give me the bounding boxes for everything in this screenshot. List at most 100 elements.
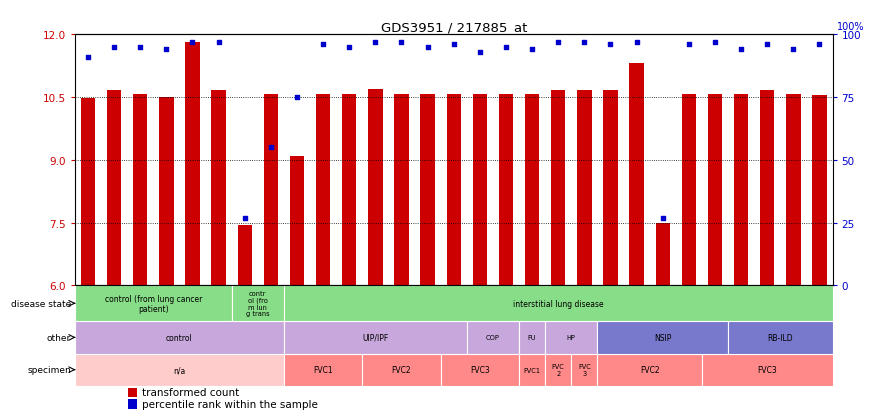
Bar — [211, 91, 226, 286]
Point — [368, 39, 382, 46]
Text: n/a: n/a — [174, 365, 186, 374]
Bar — [629, 64, 644, 286]
Point — [552, 39, 566, 46]
Bar — [597, 354, 702, 386]
Bar — [395, 95, 409, 286]
Text: FVC
3: FVC 3 — [578, 363, 591, 376]
Point — [499, 44, 513, 51]
Text: UIP/IPF: UIP/IPF — [362, 333, 389, 342]
Text: interstitial lung disease: interstitial lung disease — [513, 299, 603, 308]
Point — [630, 39, 644, 46]
Bar — [284, 321, 467, 354]
Title: GDS3951 / 217885_at: GDS3951 / 217885_at — [381, 21, 527, 34]
Point — [342, 44, 356, 51]
Text: RB-ILD: RB-ILD — [767, 333, 793, 342]
Bar — [545, 354, 571, 386]
Bar — [107, 90, 122, 286]
Point — [263, 145, 278, 151]
Bar — [81, 99, 95, 286]
Bar — [440, 354, 519, 386]
Bar — [812, 96, 826, 286]
Point — [577, 39, 591, 46]
Bar — [597, 321, 728, 354]
Bar — [760, 91, 774, 286]
Bar — [316, 95, 330, 286]
Bar — [734, 95, 748, 286]
Bar — [420, 95, 435, 286]
Point — [603, 42, 618, 48]
Point — [185, 39, 199, 46]
Point — [447, 42, 461, 48]
Bar — [342, 95, 357, 286]
Text: disease state: disease state — [11, 299, 71, 308]
Bar — [519, 354, 545, 386]
Bar — [525, 95, 539, 286]
Bar — [571, 354, 597, 386]
Point — [787, 47, 801, 53]
Point — [473, 49, 487, 56]
Text: FVC1: FVC1 — [314, 365, 333, 374]
Bar — [545, 321, 597, 354]
Point — [682, 42, 696, 48]
Text: FU: FU — [528, 335, 537, 341]
Bar — [786, 95, 801, 286]
Point — [708, 39, 722, 46]
Text: other: other — [47, 333, 71, 342]
Text: 100%: 100% — [837, 22, 864, 32]
Bar — [702, 354, 833, 386]
Bar — [499, 95, 513, 286]
Bar — [238, 225, 252, 286]
Text: FVC3: FVC3 — [470, 365, 490, 374]
Bar — [290, 157, 304, 286]
Point — [760, 42, 774, 48]
Bar — [472, 95, 487, 286]
Text: FVC2: FVC2 — [392, 365, 411, 374]
Bar — [75, 286, 232, 321]
Text: specimen: specimen — [27, 365, 71, 374]
Point — [107, 44, 121, 51]
Text: FVC
2: FVC 2 — [552, 363, 565, 376]
Bar — [519, 321, 545, 354]
Point — [525, 47, 539, 53]
Bar — [577, 91, 591, 286]
Bar — [368, 89, 382, 286]
Point — [395, 39, 409, 46]
Text: contr
ol (fro
m lun
g trans: contr ol (fro m lun g trans — [246, 291, 270, 316]
Text: NSIP: NSIP — [654, 333, 671, 342]
Bar — [232, 286, 284, 321]
Text: transformed count: transformed count — [142, 387, 239, 397]
Bar — [75, 321, 284, 354]
Point — [159, 47, 174, 53]
Text: COP: COP — [486, 335, 500, 341]
Point — [81, 55, 95, 61]
Bar — [728, 321, 833, 354]
Text: percentile rank within the sample: percentile rank within the sample — [142, 399, 317, 409]
Bar — [75, 354, 284, 386]
Point — [420, 44, 434, 51]
Bar — [467, 321, 519, 354]
Point — [655, 215, 670, 221]
Bar — [551, 90, 566, 286]
Bar — [362, 354, 440, 386]
Bar — [128, 399, 137, 409]
Bar — [707, 95, 722, 286]
Text: FVC2: FVC2 — [640, 365, 660, 374]
Bar — [284, 286, 833, 321]
Bar — [447, 95, 461, 286]
Bar — [682, 95, 696, 286]
Bar — [284, 354, 362, 386]
Bar — [655, 223, 670, 286]
Bar — [133, 95, 147, 286]
Point — [316, 42, 330, 48]
Bar — [603, 91, 618, 286]
Point — [238, 215, 252, 221]
Point — [290, 95, 304, 101]
Text: control: control — [166, 333, 193, 342]
Text: HP: HP — [566, 335, 575, 341]
Point — [133, 44, 147, 51]
Bar — [159, 97, 174, 286]
Point — [812, 42, 826, 48]
Bar — [263, 95, 278, 286]
Point — [211, 39, 226, 46]
Text: FVC3: FVC3 — [758, 365, 777, 374]
